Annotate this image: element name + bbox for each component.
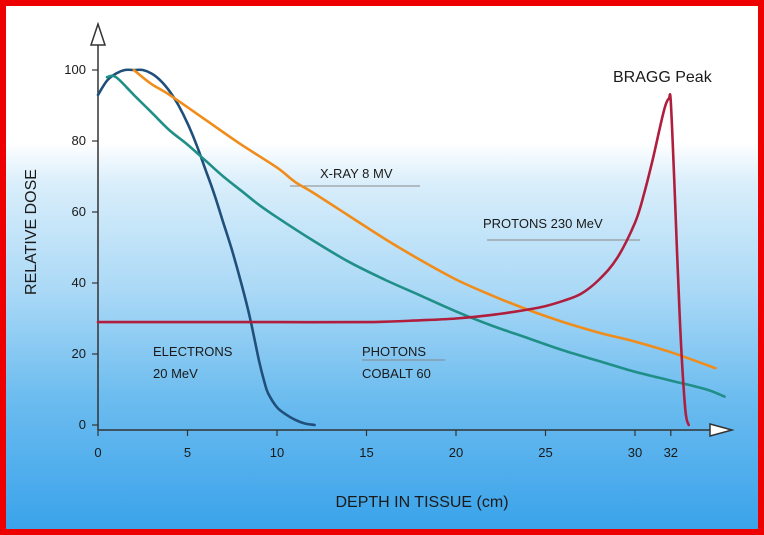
x-tick-label: 30 (628, 445, 642, 460)
photons-label-line1: PHOTONS (362, 344, 426, 359)
y-tick-label: 80 (72, 133, 86, 148)
cobalt-series-line (105, 74, 726, 398)
xray-series-line (132, 68, 717, 370)
x-tick-label: 20 (449, 445, 463, 460)
photons-label-line2: COBALT 60 (362, 366, 431, 381)
protons-label: PROTONS 230 MeV (483, 216, 603, 231)
x-tick-label: 32 (664, 445, 678, 460)
x-tick-label: 25 (538, 445, 552, 460)
dose-depth-chart: 0 20 40 60 80 100 0 5 10 15 20 25 30 32 BRAGG Peak X… (23, 21, 735, 511)
x-tick-label: 0 (94, 445, 101, 460)
bragg-peak-label: BRAGG Peak (613, 69, 713, 86)
annotation-lines (290, 185, 640, 361)
electrons-series-line (96, 68, 316, 427)
protons-series-line (96, 93, 690, 427)
y-ticks: 0 20 40 60 80 100 (64, 62, 98, 432)
series-group (96, 68, 726, 427)
y-tick-label: 60 (72, 204, 86, 219)
x-axis-arrow (709, 423, 735, 437)
x-tick-label: 5 (184, 445, 191, 460)
electrons-label-line2: 20 MeV (153, 366, 198, 381)
y-tick-label: 0 (79, 417, 86, 432)
y-axis-arrow (89, 21, 107, 46)
electrons-label-line1: ELECTRONS (153, 344, 233, 359)
xray-label: X-RAY 8 MV (320, 166, 393, 181)
x-axis-title: DEPTH IN TISSUE (cm) (335, 494, 508, 511)
y-tick-label: 20 (72, 346, 86, 361)
y-tick-label: 40 (72, 275, 86, 290)
y-axis-title: RELATIVE DOSE (23, 169, 40, 295)
x-ticks: 0 5 10 15 20 25 30 32 (94, 430, 678, 460)
x-tick-label: 15 (359, 445, 373, 460)
y-tick-label: 100 (64, 62, 86, 77)
x-tick-label: 10 (270, 445, 284, 460)
